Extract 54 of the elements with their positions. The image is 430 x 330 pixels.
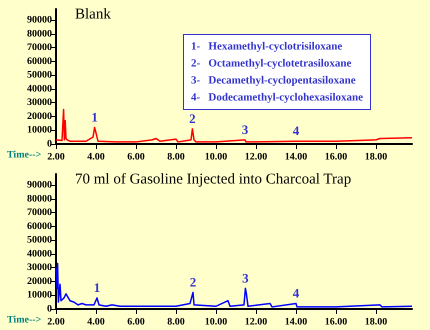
y-tick-label: 90000 [27,14,52,26]
x-tick-label: 6.00 [127,152,145,162]
x-tick-label: 12.00 [244,316,268,328]
y-tick-label: 60000 [27,56,52,67]
annotation: 2- Octamethyl-cyclotetrasiloxane [191,58,352,70]
annotation: 4 [292,123,300,138]
x-tick-label: 8.00 [167,152,185,162]
x-tick-label: 18.00 [364,316,388,328]
annotation: 1- Hexamethyl-cyclotrisiloxane [191,40,342,52]
y-tick-label: 0 [47,138,52,150]
y-tick-label: 10000 [27,124,52,136]
y-tick-label: 40000 [27,83,52,94]
annotation: 2 [189,110,196,126]
y-tick-label: 10000 [27,290,52,301]
annotation: 4 [292,285,300,300]
y-tick-label: 80000 [27,28,52,40]
y-tick-label: 30000 [27,97,52,108]
y-tick-label: 90000 [27,180,52,191]
x-tick-label: 2.00 [47,152,65,162]
annotation: 4- Dodecamethyl-cyclohexasiloxane [191,92,364,104]
x-tick-label: 6.00 [127,316,145,328]
x-tick-label: 10.00 [204,316,228,328]
x-tick-label: 4.00 [87,316,105,328]
chart-title: 70 ml of Gasoline Injected into Charcoal Trap [75,172,352,188]
y-tick-label: 30000 [27,262,52,274]
x-tick-label: 14.00 [284,152,308,162]
y-tick-label: 80000 [27,193,52,204]
annotation: 2 [190,274,196,290]
y-tick-label: 20000 [27,110,52,122]
x-tick-label: 12.00 [244,152,268,162]
y-tick-label: 50000 [27,234,52,246]
annotation: 3- Decamethyl-cyclopentasiloxane [191,74,356,86]
y-tick-label: 70000 [27,207,52,218]
x-tick-label: 4.00 [87,152,105,162]
chart-title: Blank [75,6,112,22]
x-tick-label: 18.00 [364,152,388,162]
y-tick-label: 20000 [27,276,52,287]
x-tick-label: 16.00 [324,316,348,328]
x-tick-label: 8.00 [167,316,185,328]
y-tick-label: 0 [47,304,52,314]
x-tick-label: 10.00 [204,152,228,162]
x-tick-label: 16.00 [324,152,348,162]
x-tick-label: 2.00 [47,316,65,328]
x-axis-title: Time--> [6,150,42,160]
y-tick-label: 40000 [27,248,52,260]
x-tick-label: 14.00 [284,316,308,328]
x-axis-title: Time--> [6,314,42,326]
annotation: 1 [94,280,100,295]
y-tick-label: 70000 [27,42,52,54]
y-tick-label: 50000 [27,70,52,81]
annotation: 1 [91,109,98,124]
y-tick-label: 60000 [27,220,52,232]
annotation: 3 [242,270,250,286]
annotation: 3 [242,122,249,137]
